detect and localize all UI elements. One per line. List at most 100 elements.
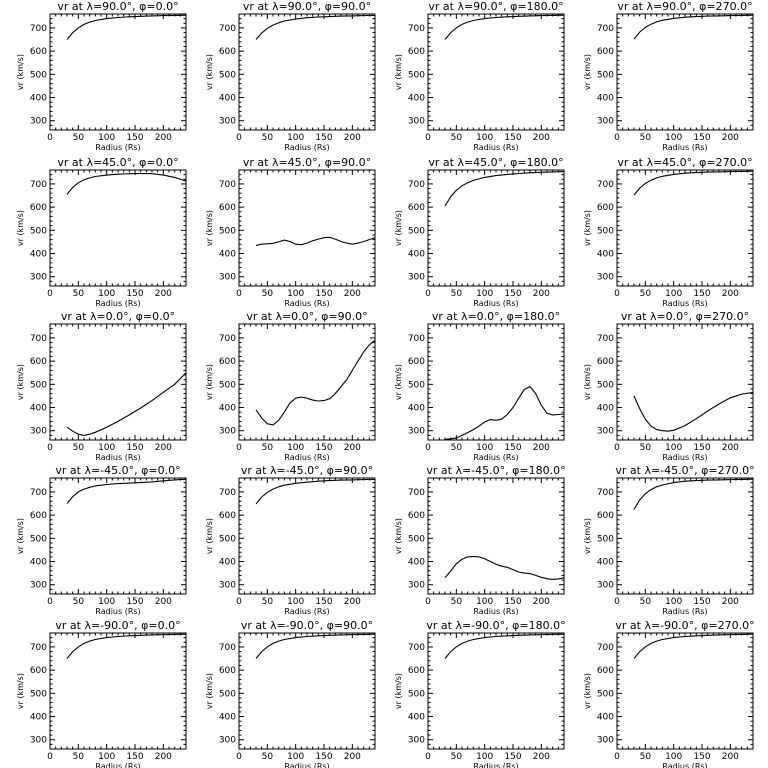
x-tick-label: 50	[262, 752, 274, 762]
plot-frame	[427, 169, 565, 287]
x-tick-label: 200	[722, 752, 739, 762]
panel-8: vr at λ=45.0°, φ=270.0° 0 50 100 150 200 300 40…	[583, 156, 754, 308]
x-tick-label: 50	[640, 597, 652, 607]
x-tick-label: 50	[262, 289, 274, 299]
panel-6: vr at λ=45.0°, φ=90.0° 0 50 100 150 200 300 400…	[205, 156, 376, 308]
x-tick-label: 50	[640, 133, 652, 143]
x-tick-label: 200	[722, 133, 739, 143]
y-tick-label: 500	[597, 70, 614, 80]
x-tick-label: 150	[504, 443, 521, 453]
plot-frame	[49, 477, 187, 595]
plot-frame	[49, 632, 187, 750]
x-tick-label: 0	[47, 289, 53, 299]
plot-frame	[238, 13, 376, 131]
series-line-1	[444, 633, 565, 659]
panel-title: vr at λ=-90.0°, φ=180.0°	[426, 619, 565, 632]
x-tick-label: 0	[425, 289, 431, 299]
x-tick-label: 150	[693, 443, 710, 453]
x-tick-label: 100	[476, 289, 493, 299]
x-tick-label: 200	[155, 289, 172, 299]
x-tick-label: 100	[476, 752, 493, 762]
y-tick-label: 500	[408, 689, 425, 699]
y-axis-label: vr (km/s)	[583, 364, 592, 400]
x-axis-label: Radius (Rs)	[662, 607, 707, 616]
y-tick-label: 600	[408, 203, 425, 213]
x-tick-label: 50	[262, 443, 274, 453]
x-tick-label: 50	[640, 289, 652, 299]
series-line-1	[633, 391, 754, 432]
plot-frame	[238, 477, 376, 595]
y-tick-label: 600	[30, 666, 47, 676]
x-tick-label: 150	[126, 752, 143, 762]
y-tick-label: 500	[30, 380, 47, 390]
y-tick-label: 700	[219, 334, 236, 344]
y-tick-label: 300	[408, 117, 425, 127]
y-tick-label: 600	[408, 511, 425, 521]
series-line-1	[633, 633, 754, 659]
x-tick-label: 50	[451, 133, 463, 143]
y-tick-label: 400	[597, 558, 614, 568]
x-tick-label: 0	[236, 289, 242, 299]
panel-title: vr at λ=90.0°, φ=0.0°	[57, 0, 178, 13]
x-tick-label: 200	[344, 443, 361, 453]
y-tick-label: 300	[219, 736, 236, 746]
x-tick-label: 100	[665, 289, 682, 299]
x-tick-label: 150	[126, 443, 143, 453]
y-tick-label: 300	[597, 581, 614, 591]
series-line-1	[255, 236, 376, 246]
x-tick-label: 150	[126, 133, 143, 143]
y-tick-label: 400	[30, 94, 47, 104]
y-tick-label: 400	[597, 713, 614, 723]
y-tick-label: 300	[219, 581, 236, 591]
y-tick-label: 500	[219, 689, 236, 699]
panel-title: vr at λ=-45.0°, φ=90.0°	[241, 464, 373, 477]
plot-frame	[427, 632, 565, 750]
x-tick-label: 200	[155, 443, 172, 453]
panel-16: vr at λ=-45.0°, φ=270.0° 0 50 100 150 200 300 4…	[583, 464, 755, 616]
x-tick-label: 50	[73, 289, 85, 299]
series-line-1	[255, 633, 376, 659]
x-tick-label: 0	[425, 443, 431, 453]
x-tick-label: 0	[236, 133, 242, 143]
plot-frame	[427, 323, 565, 441]
panel-title: vr at λ=-90.0°, φ=90.0°	[241, 619, 373, 632]
x-tick-label: 100	[665, 443, 682, 453]
series-line-1	[444, 14, 565, 40]
panel-10: vr at λ=0.0°, φ=90.0° 0 50 100 150 200 300 400 5…	[205, 310, 376, 462]
panel-title: vr at λ=-45.0°, φ=270.0°	[615, 464, 754, 477]
y-tick-label: 400	[30, 713, 47, 723]
y-tick-label: 700	[30, 643, 47, 653]
x-tick-label: 100	[287, 289, 304, 299]
plot-frame	[49, 169, 187, 287]
y-axis-label: vr (km/s)	[16, 673, 25, 709]
series-line-1	[66, 14, 187, 40]
panel-17: vr at λ=-90.0°, φ=0.0° 0 50 100 150 200 300 400…	[16, 619, 187, 768]
x-axis-label: Radius (Rs)	[284, 299, 329, 308]
panel-title: vr at λ=-90.0°, φ=0.0°	[55, 619, 180, 632]
x-tick-label: 200	[344, 289, 361, 299]
panel-title: vr at λ=45.0°, φ=180.0°	[428, 156, 563, 169]
y-tick-label: 400	[30, 250, 47, 260]
y-tick-label: 300	[219, 427, 236, 437]
x-axis-label: Radius (Rs)	[473, 453, 518, 462]
x-tick-label: 150	[504, 289, 521, 299]
y-axis-label: vr (km/s)	[16, 518, 25, 554]
y-tick-label: 400	[30, 558, 47, 568]
x-tick-label: 50	[262, 597, 274, 607]
y-axis-label: vr (km/s)	[16, 364, 25, 400]
x-tick-label: 150	[126, 597, 143, 607]
x-tick-label: 100	[98, 443, 115, 453]
panel-title: vr at λ=45.0°, φ=270.0°	[617, 156, 752, 169]
y-tick-label: 500	[30, 689, 47, 699]
y-tick-label: 700	[408, 488, 425, 498]
series-line-1	[255, 14, 376, 40]
y-tick-label: 700	[408, 180, 425, 190]
y-tick-label: 700	[219, 180, 236, 190]
y-axis-label: vr (km/s)	[205, 364, 214, 400]
x-tick-label: 100	[98, 752, 115, 762]
panel-title: vr at λ=-45.0°, φ=0.0°	[55, 464, 180, 477]
y-tick-label: 700	[408, 643, 425, 653]
x-tick-label: 50	[451, 752, 463, 762]
x-tick-label: 150	[504, 133, 521, 143]
x-tick-label: 200	[722, 443, 739, 453]
